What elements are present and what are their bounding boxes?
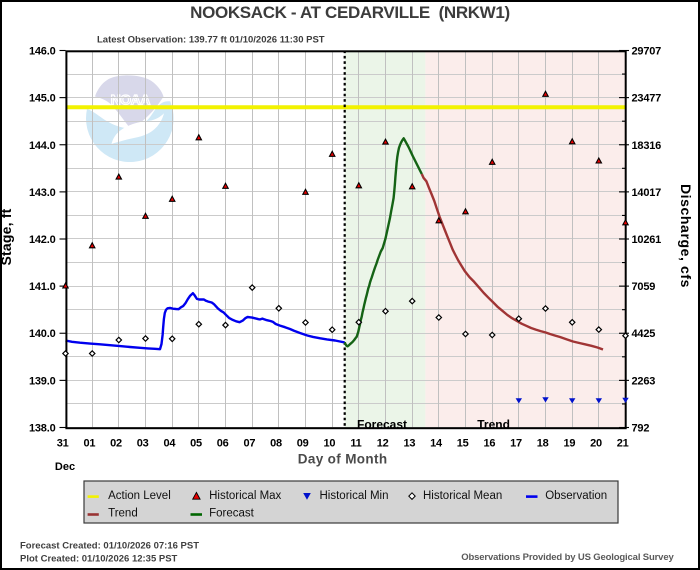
svg-text:139.0: 139.0	[29, 375, 56, 387]
svg-text:Stage, ft: Stage, ft	[0, 208, 14, 265]
svg-text:02: 02	[110, 438, 122, 450]
svg-text:Discharge, cfs: Discharge, cfs	[678, 184, 694, 288]
svg-text:21: 21	[617, 438, 629, 450]
svg-text:Latest Observation: 139.77 ft: Latest Observation: 139.77 ft 01/10/2026…	[97, 35, 325, 46]
svg-text:06: 06	[217, 438, 229, 450]
svg-text:14: 14	[430, 438, 443, 450]
svg-text:140.0: 140.0	[29, 328, 56, 340]
svg-text:13: 13	[403, 438, 415, 450]
svg-text:20: 20	[590, 438, 602, 450]
svg-text:Plot Created: 01/10/2026 12:35: Plot Created: 01/10/2026 12:35 PST	[20, 554, 178, 565]
svg-text:18: 18	[537, 438, 549, 450]
svg-text:17: 17	[510, 438, 522, 450]
svg-text:05: 05	[190, 438, 202, 450]
svg-text:NOOKSACK - AT CEDARVILLE (NRK: NOOKSACK - AT CEDARVILLE (NRKW1)	[190, 3, 510, 22]
svg-text:143.0: 143.0	[29, 187, 56, 199]
svg-text:01: 01	[83, 438, 95, 450]
svg-text:145.0: 145.0	[29, 93, 56, 105]
svg-text:142.0: 142.0	[29, 234, 56, 246]
svg-text:Historical Min: Historical Min	[320, 490, 389, 502]
svg-text:29707: 29707	[632, 46, 662, 58]
svg-text:144.0: 144.0	[29, 140, 56, 152]
svg-text:Forecast: Forecast	[357, 418, 407, 432]
svg-text:Observation: Observation	[545, 490, 607, 502]
svg-text:2263: 2263	[632, 375, 656, 387]
svg-text:Forecast Created: 01/10/2026 0: Forecast Created: 01/10/2026 07:16 PST	[20, 541, 199, 552]
svg-text:12: 12	[377, 438, 389, 450]
svg-text:19: 19	[563, 438, 575, 450]
svg-text:31: 31	[57, 438, 69, 450]
svg-text:141.0: 141.0	[29, 281, 56, 293]
svg-text:08: 08	[270, 438, 282, 450]
svg-text:Historical Mean: Historical Mean	[423, 490, 502, 502]
svg-text:16: 16	[483, 438, 495, 450]
svg-text:Action Level: Action Level	[108, 490, 171, 502]
svg-text:10: 10	[323, 438, 335, 450]
svg-text:04: 04	[163, 438, 176, 450]
svg-text:11: 11	[350, 438, 361, 450]
svg-text:138.0: 138.0	[29, 423, 56, 435]
svg-text:Forecast: Forecast	[209, 507, 255, 519]
svg-text:03: 03	[137, 438, 149, 450]
svg-text:09: 09	[297, 438, 309, 450]
svg-text:4425: 4425	[632, 328, 656, 340]
svg-text:15: 15	[457, 438, 469, 450]
svg-text:14017: 14017	[632, 187, 662, 199]
svg-text:Historical Max: Historical Max	[209, 490, 281, 502]
svg-text:7059: 7059	[632, 281, 656, 293]
svg-text:NOAA: NOAA	[111, 92, 151, 108]
svg-text:792: 792	[632, 423, 650, 435]
svg-text:Dec: Dec	[55, 461, 75, 473]
svg-text:Trend: Trend	[108, 507, 138, 519]
svg-text:Trend: Trend	[477, 418, 510, 432]
svg-text:07: 07	[243, 438, 255, 450]
svg-text:Observations Provided by US Ge: Observations Provided by US Geological S…	[461, 552, 674, 563]
svg-text:23477: 23477	[632, 93, 662, 105]
svg-text:Day of Month: Day of Month	[298, 452, 388, 467]
svg-text:10261: 10261	[632, 234, 662, 246]
svg-text:146.0: 146.0	[29, 46, 56, 58]
svg-text:18316: 18316	[632, 140, 662, 152]
